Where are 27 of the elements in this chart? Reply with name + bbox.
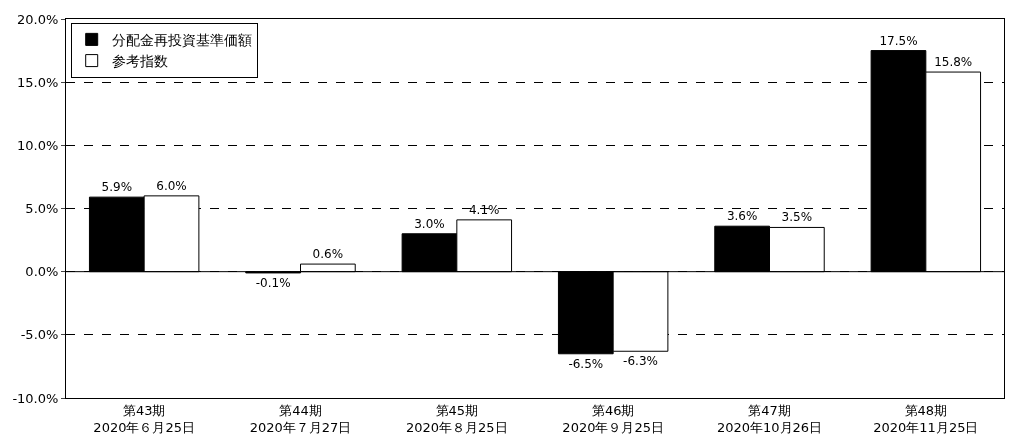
- y-tick-label: 0.0%: [25, 264, 59, 280]
- y-tick-label: 10.0%: [17, 137, 59, 153]
- y-tick-label: 5.0%: [25, 201, 59, 217]
- x-tick-label: 第48期 2020年11月25日: [873, 402, 979, 435]
- y-tick-label: -10.0%: [12, 390, 59, 406]
- data-label: 6.0%: [156, 178, 187, 193]
- legend-label: 分配金再投資基準価額: [111, 31, 252, 48]
- x-tick-label: 第43期 2020年６月25日: [93, 402, 195, 435]
- legend-label: 参考指数: [111, 53, 168, 70]
- data-label: -0.1%: [255, 275, 291, 290]
- x-tick-label: 第45期 2020年８月25日: [406, 402, 508, 435]
- data-label: 4.1%: [468, 202, 500, 217]
- data-label: -6.5%: [568, 356, 604, 371]
- x-tick-label: 第44期 2020年７月27日: [249, 402, 352, 435]
- x-tick-label: 第46期 2020年９月25日: [562, 402, 664, 435]
- data-label: -6.3%: [623, 354, 658, 369]
- y-tick-label: 20.0%: [17, 11, 59, 27]
- y-tick-label: 15.0%: [17, 74, 59, 90]
- data-label: 3.0%: [414, 216, 445, 231]
- x-tick-label: 第47期 2020年10月26日: [716, 402, 823, 435]
- data-label: 17.5%: [879, 33, 918, 48]
- data-label: 0.6%: [312, 247, 344, 262]
- data-label: 5.9%: [101, 180, 133, 195]
- data-label: 3.6%: [726, 209, 758, 224]
- data-label: 3.5%: [781, 210, 813, 225]
- y-tick-label: -5.0%: [20, 327, 59, 343]
- data-label: 15.8%: [934, 55, 973, 70]
